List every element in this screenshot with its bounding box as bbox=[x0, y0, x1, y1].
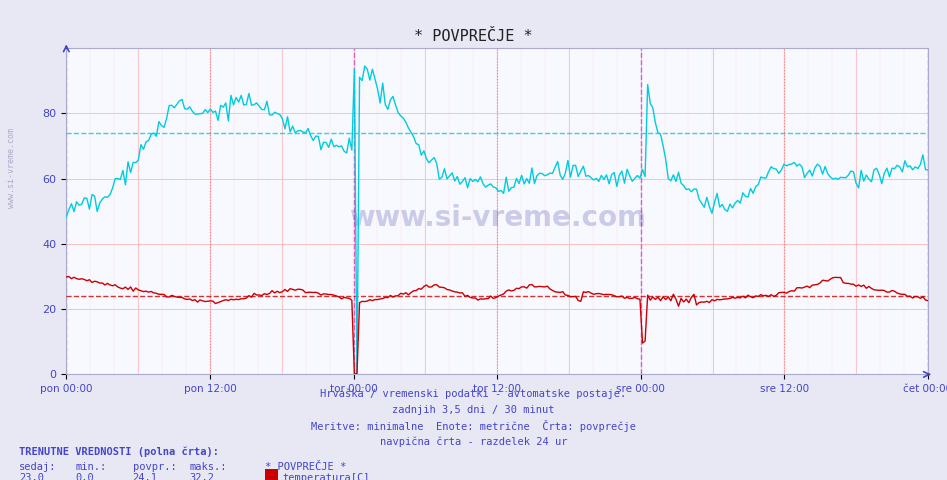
Text: povpr.:: povpr.: bbox=[133, 462, 176, 472]
Text: 0,0: 0,0 bbox=[76, 473, 95, 480]
Text: min.:: min.: bbox=[76, 462, 107, 472]
Text: * POVPREČJE *: * POVPREČJE * bbox=[414, 29, 533, 44]
Text: maks.:: maks.: bbox=[189, 462, 227, 472]
Text: * POVPREČJE *: * POVPREČJE * bbox=[265, 462, 347, 472]
Text: sedaj:: sedaj: bbox=[19, 462, 57, 472]
Text: Meritve: minimalne  Enote: metrične  Črta: povprečje: Meritve: minimalne Enote: metrične Črta:… bbox=[311, 420, 636, 432]
Text: Hrvaška / vremenski podatki - avtomatske postaje.: Hrvaška / vremenski podatki - avtomatske… bbox=[320, 389, 627, 399]
Text: zadnjih 3,5 dni / 30 minut: zadnjih 3,5 dni / 30 minut bbox=[392, 405, 555, 415]
Text: navpična črta - razdelek 24 ur: navpična črta - razdelek 24 ur bbox=[380, 436, 567, 447]
Text: www.si-vreme.com: www.si-vreme.com bbox=[348, 204, 646, 232]
Text: 23,0: 23,0 bbox=[19, 473, 44, 480]
Text: www.si-vreme.com: www.si-vreme.com bbox=[7, 128, 16, 208]
Text: temperatura[C]: temperatura[C] bbox=[282, 473, 369, 480]
Text: 32,2: 32,2 bbox=[189, 473, 214, 480]
Text: TRENUTNE VREDNOSTI (polna črta):: TRENUTNE VREDNOSTI (polna črta): bbox=[19, 446, 219, 457]
Text: 24,1: 24,1 bbox=[133, 473, 157, 480]
